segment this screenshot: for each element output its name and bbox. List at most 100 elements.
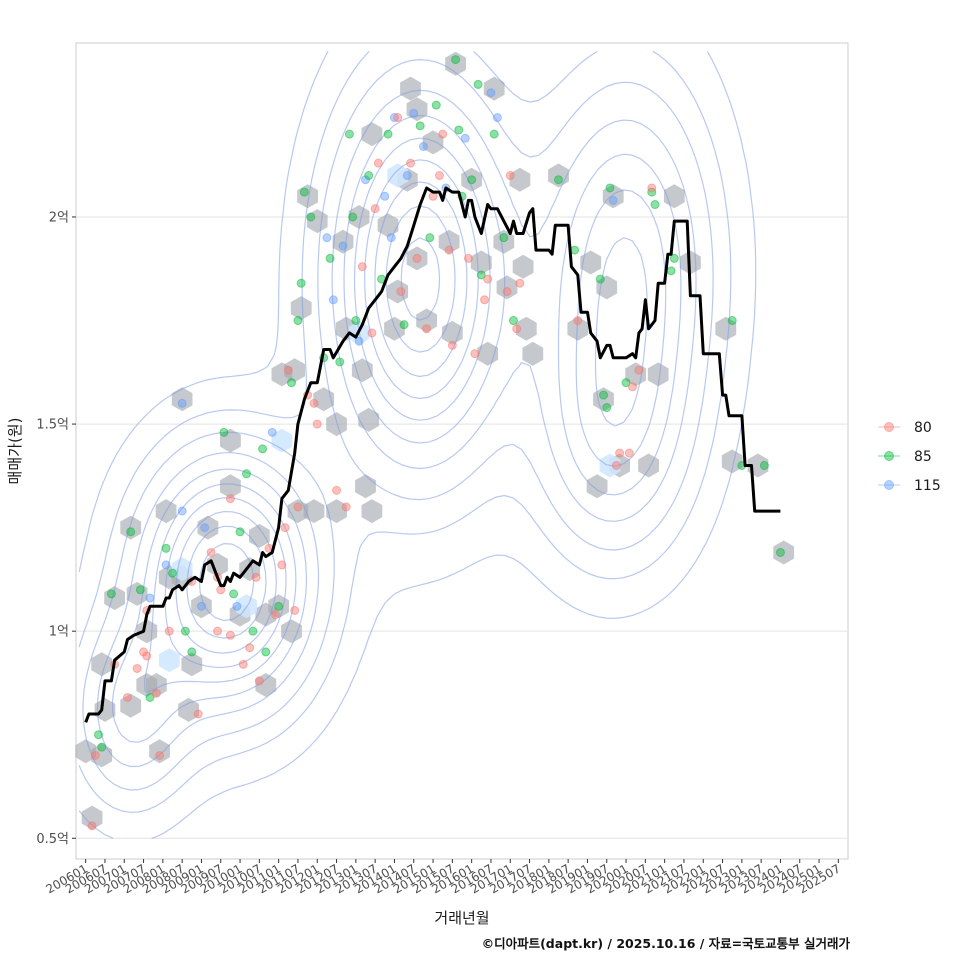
data-point (90, 750, 100, 760)
data-point (669, 253, 679, 263)
y-tick-label: 1.5억 (36, 418, 69, 433)
data-point (393, 113, 403, 123)
data-point (187, 647, 197, 657)
data-point (225, 630, 235, 640)
data-point (177, 398, 187, 408)
data-point (647, 183, 657, 193)
data-point (97, 742, 107, 752)
data-point (608, 195, 618, 205)
data-point (258, 444, 268, 454)
hexbin (400, 76, 421, 101)
data-point (499, 233, 509, 243)
data-point (406, 158, 416, 168)
data-point (168, 568, 177, 578)
data-point (196, 601, 206, 611)
data-point (351, 316, 361, 326)
hexbin-highlight (158, 648, 180, 673)
hexbin (416, 308, 437, 333)
median-trend (84, 186, 781, 723)
data-point (775, 547, 785, 557)
data-point (155, 750, 165, 760)
hexbin (721, 449, 743, 474)
contour-line (78, 51, 757, 839)
data-point (219, 427, 229, 437)
data-point (502, 287, 512, 297)
hexbin (406, 246, 428, 271)
hexbin (438, 229, 460, 254)
data-point (386, 233, 396, 243)
data-point (344, 129, 354, 139)
data-point (254, 676, 264, 686)
hexbin (207, 552, 228, 577)
hexbin (358, 407, 380, 432)
data-point (161, 560, 171, 570)
hexbin (284, 358, 306, 383)
data-point (512, 324, 522, 334)
data-point (332, 485, 342, 495)
data-point (599, 390, 609, 400)
hexbin-layer (75, 51, 795, 830)
contour-line (78, 50, 732, 813)
data-point (467, 175, 477, 185)
data-point (180, 626, 190, 636)
data-point (425, 233, 435, 243)
data-point (399, 320, 409, 330)
data-point (621, 378, 631, 388)
data-point (370, 204, 380, 214)
data-point (261, 647, 271, 657)
data-point (177, 506, 187, 516)
data-point (122, 692, 132, 702)
hexbin (220, 428, 241, 453)
data-point (106, 589, 116, 599)
data-point (438, 129, 448, 139)
data-point (145, 692, 155, 702)
hexbin (377, 213, 399, 238)
data-point (611, 460, 621, 470)
data-point (267, 427, 277, 437)
y-tick-label: 1억 (49, 625, 69, 640)
data-point (164, 626, 174, 636)
data-point (206, 547, 216, 557)
data-point (354, 336, 364, 346)
hexbin (515, 316, 537, 341)
data-point (322, 233, 332, 243)
hexbin (290, 296, 312, 321)
hexbin (104, 586, 125, 610)
hexbin (91, 743, 113, 768)
contour-line (144, 137, 667, 694)
hexbin (461, 167, 482, 192)
data-point (367, 328, 377, 338)
data-point (422, 324, 432, 334)
hexbin (94, 697, 116, 722)
y-axis-title: 매매가(원) (6, 418, 24, 485)
data-point (296, 278, 306, 288)
data-point (126, 527, 136, 537)
data-point (508, 316, 518, 326)
hexbin (384, 316, 405, 341)
data-point (142, 651, 152, 661)
contour-line (198, 237, 441, 622)
data-point (727, 316, 737, 326)
hexbin (348, 205, 370, 229)
data-point (225, 494, 235, 504)
hexbin (567, 316, 589, 341)
hexbin (297, 184, 318, 209)
data-point (454, 125, 464, 135)
data-point (364, 171, 374, 181)
hexbin (773, 540, 795, 565)
hexbin (580, 250, 602, 275)
data-point (434, 171, 444, 181)
hexbin (470, 250, 492, 275)
data-point (274, 601, 284, 611)
contour-line (112, 114, 682, 743)
data-point (389, 113, 399, 123)
data-point (229, 589, 239, 599)
scatter-points (87, 55, 785, 831)
data-point (486, 88, 496, 98)
data-point (328, 295, 338, 305)
hexbin (647, 362, 669, 387)
data-point (245, 643, 255, 653)
data-point (213, 626, 223, 636)
data-point (280, 523, 290, 533)
